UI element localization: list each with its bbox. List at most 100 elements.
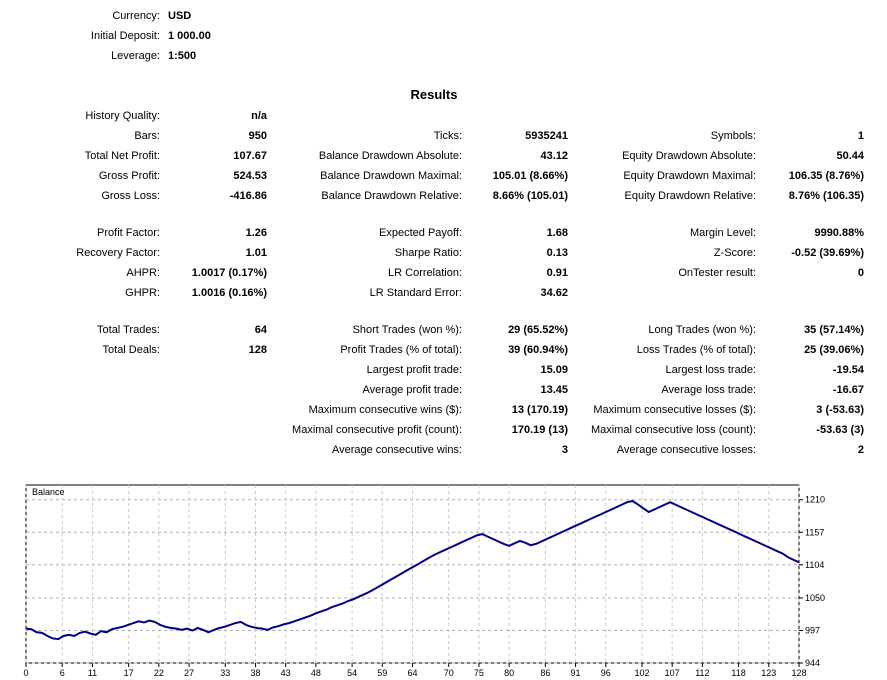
col1-value: 128 [248, 344, 267, 356]
col2-value: 13 (170.19) [511, 404, 568, 416]
x-tick-label: 123 [761, 668, 776, 677]
x-tick-label: 118 [731, 668, 745, 677]
y-tick-label: 1157 [805, 527, 824, 537]
x-tick-label: 6 [60, 668, 65, 677]
col2-value: 105.01 (8.66%) [492, 170, 568, 182]
x-tick-label: 102 [634, 668, 649, 677]
col2-value: 0.91 [546, 267, 568, 279]
x-tick-label: 107 [665, 668, 680, 677]
col1-value: 107.67 [233, 150, 267, 162]
x-tick-label: 38 [250, 668, 260, 677]
col2-value: 8.66% (105.01) [492, 190, 568, 202]
y-tick-label: 1210 [805, 495, 825, 505]
col2-label: Balance Drawdown Absolute: [318, 150, 462, 162]
col2-label: Balance Drawdown Maximal: [320, 170, 462, 182]
y-tick-label: 944 [805, 658, 820, 668]
col3-label: Long Trades (won %): [648, 324, 756, 336]
chart-title: Balance [32, 487, 65, 497]
x-tick-label: 86 [540, 668, 550, 677]
col1-label: Gross Loss: [101, 190, 160, 202]
setting-label: Initial Deposit: [90, 30, 160, 42]
col1-value: 1.01 [245, 247, 267, 259]
x-tick-label: 17 [124, 668, 134, 677]
col2-value: 1.68 [546, 227, 568, 239]
col2-value: 34.62 [540, 287, 568, 299]
col1-value: 950 [248, 130, 267, 142]
col3-label: Equity Drawdown Relative: [624, 190, 756, 202]
col3-label: Average loss trade: [661, 384, 756, 396]
col3-value: 106.35 (8.76%) [788, 170, 864, 182]
col2-label: Average consecutive wins: [331, 444, 462, 456]
col3-label: Maximum consecutive losses ($): [593, 404, 756, 416]
col2-value: 15.09 [540, 364, 568, 376]
col1-value: 1.0016 (0.16%) [191, 287, 267, 299]
x-tick-label: 96 [601, 668, 611, 677]
x-tick-label: 22 [154, 668, 164, 677]
col3-value: -19.54 [832, 364, 864, 376]
col3-value: -53.63 (3) [816, 424, 864, 436]
col3-value: -0.52 (39.69%) [791, 247, 864, 259]
y-tick-label: 1104 [805, 560, 824, 570]
x-tick-label: 27 [184, 668, 194, 677]
col3-value: 1 [857, 130, 864, 142]
col2-value: 13.45 [540, 384, 568, 396]
col3-value: 9990.88% [814, 227, 864, 239]
setting-value: USD [168, 10, 192, 22]
x-tick-label: 0 [23, 668, 28, 677]
col3-value: 8.76% (106.35) [788, 190, 864, 202]
col1-label: Gross Profit: [98, 170, 160, 182]
col2-value: 3 [561, 444, 568, 456]
results-heading: Results [410, 87, 458, 102]
x-tick-label: 80 [504, 668, 514, 677]
col1-label: Total Trades: [97, 324, 160, 336]
balance-line [25, 499, 800, 641]
col2-label: LR Standard Error: [369, 287, 462, 299]
col1-value: -416.86 [229, 190, 267, 202]
col2-label: Ticks: [433, 130, 462, 142]
col2-label: Average profit trade: [362, 384, 462, 396]
balance-chart: Balance 1210 1157 1104 1050 997 944 0 6 11 17 22 2… [0, 480, 887, 678]
col1-value: n/a [251, 110, 267, 122]
col2-value: 170.19 (13) [511, 424, 568, 436]
col2-label: Sharpe Ratio: [394, 247, 462, 259]
col1-label: Profit Factor: [97, 227, 160, 239]
x-tick-label: 70 [444, 668, 454, 677]
col3-label: Maximal consecutive loss (count): [590, 424, 756, 436]
x-tick-label: 91 [571, 668, 581, 677]
balance-chart-svg: Balance 1210 1157 1104 1050 997 944 0 6 11 17 22 2… [23, 484, 825, 678]
setting-label: Leverage: [111, 50, 160, 62]
col3-value: 2 [857, 444, 864, 456]
x-tick-label: 64 [407, 668, 417, 677]
col1-label: History Quality: [85, 110, 160, 122]
col2-label: Expected Payoff: [379, 227, 462, 239]
setting-value: 1 000.00 [168, 30, 211, 42]
col3-label: Equity Drawdown Maximal: [623, 170, 756, 182]
col2-label: Short Trades (won %): [352, 324, 462, 336]
col3-value: 35 (57.14%) [804, 324, 864, 336]
col1-label: Total Deals: [102, 344, 160, 356]
col1-value: 1.26 [245, 227, 267, 239]
setting-label: Currency: [112, 10, 160, 22]
setting-value: 1:500 [168, 50, 197, 62]
y-tick-label: 997 [805, 625, 820, 635]
x-tick-label: 11 [88, 668, 97, 677]
col1-value: 524.53 [233, 170, 267, 182]
col1-label: Bars: [134, 130, 160, 142]
y-tick-label: 1050 [805, 593, 825, 603]
col3-label: Equity Drawdown Absolute: [622, 150, 756, 162]
x-tick-label: 128 [791, 668, 806, 677]
col1-label: Recovery Factor: [76, 247, 160, 259]
x-tick-label: 54 [347, 668, 357, 677]
col3-label: OnTester result: [678, 267, 756, 279]
col2-label: LR Correlation: [388, 267, 462, 279]
col2-value: 0.13 [546, 247, 568, 259]
col2-label: Balance Drawdown Relative: [321, 190, 462, 202]
col3-label: Average consecutive losses: [616, 444, 756, 456]
x-tick-label: 75 [474, 668, 484, 677]
col2-value: 5935241 [525, 130, 568, 142]
col2-value: 29 (65.52%) [508, 324, 568, 336]
col2-value: 39 (60.94%) [508, 344, 568, 356]
x-tick-label: 43 [281, 668, 291, 677]
col2-label: Profit Trades (% of total): [340, 344, 462, 356]
x-tick-label: 48 [311, 668, 321, 677]
